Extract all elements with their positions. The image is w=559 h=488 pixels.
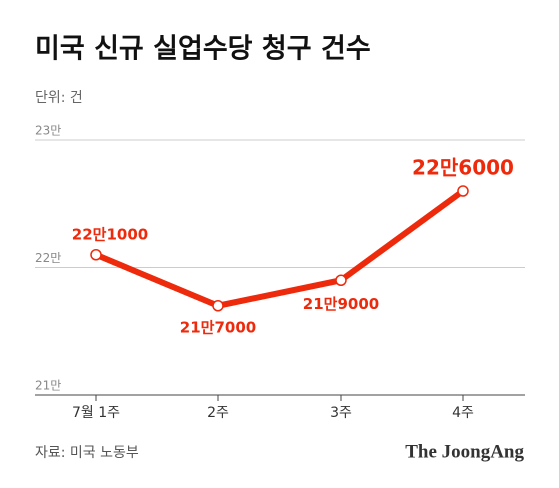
y-tick-label: 22만 — [35, 251, 61, 265]
y-tick-label: 21만 — [35, 379, 61, 393]
data-label: 21만9000 — [303, 295, 379, 313]
line — [93, 188, 466, 309]
data-label: 21만7000 — [180, 318, 256, 336]
logo: The JoongAng — [405, 441, 524, 462]
x-tick-label: 2주 — [207, 405, 229, 421]
data-label: 22만1000 — [72, 225, 148, 243]
x-tick-label: 3주 — [330, 405, 352, 421]
point — [212, 300, 224, 312]
data-label: 22만6000 — [412, 156, 514, 180]
point — [90, 249, 102, 261]
subtitle: 단위: 건 — [35, 90, 83, 106]
source: 자료: 미국 노동부 — [35, 445, 139, 461]
x-tick-label: 4주 — [452, 405, 474, 421]
chart-title: 미국 신규 실업수당 청구 건수 — [35, 34, 371, 65]
point — [457, 185, 469, 197]
point — [335, 274, 347, 286]
x-tick-label: 7월 1주 — [72, 405, 120, 421]
y-tick-label: 23만 — [35, 124, 61, 138]
